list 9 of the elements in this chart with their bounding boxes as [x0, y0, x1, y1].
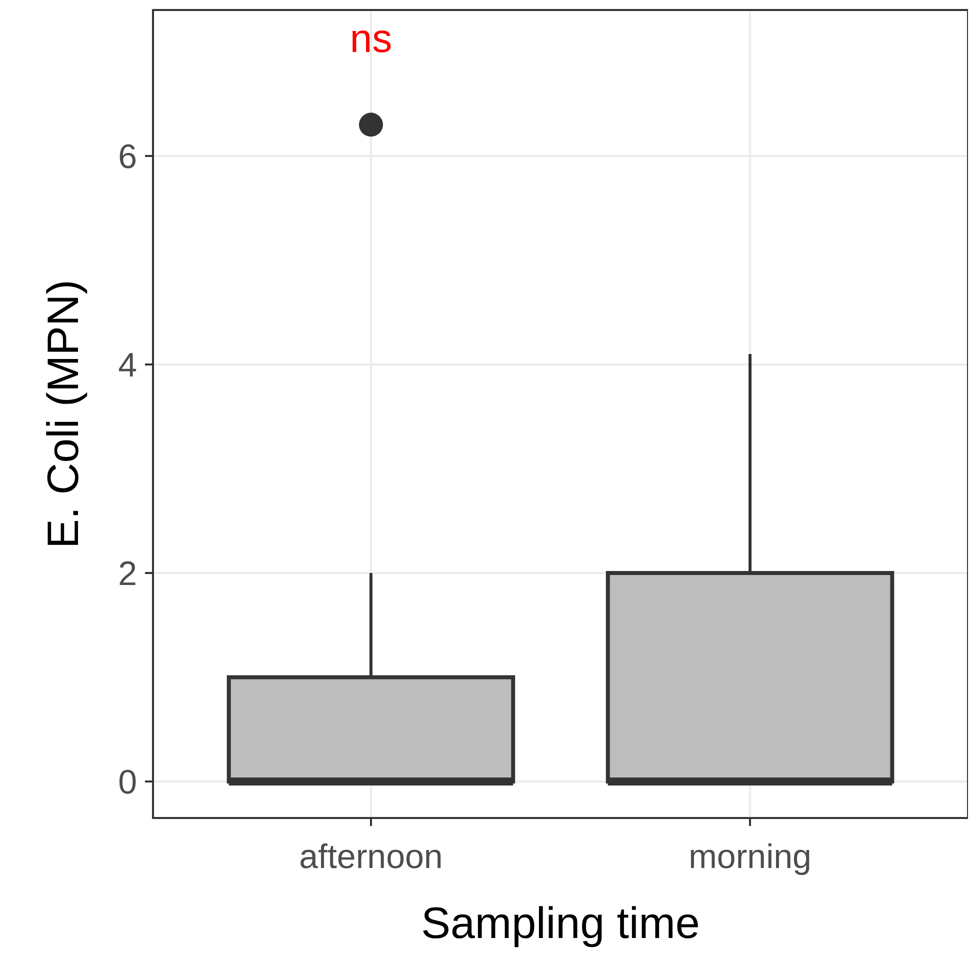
x-tick-label: morning [688, 838, 812, 876]
y-tick-label: 4 [118, 346, 137, 384]
x-axis-title: Sampling time [421, 899, 700, 948]
y-tick-label: 2 [118, 554, 137, 593]
y-axis-title: E. Coli (MPN) [39, 280, 88, 548]
y-tick-label: 6 [118, 138, 137, 176]
x-tick-label: afternoon [299, 838, 443, 876]
annotation: ns [350, 17, 392, 61]
y-tick-label: 0 [118, 763, 137, 802]
